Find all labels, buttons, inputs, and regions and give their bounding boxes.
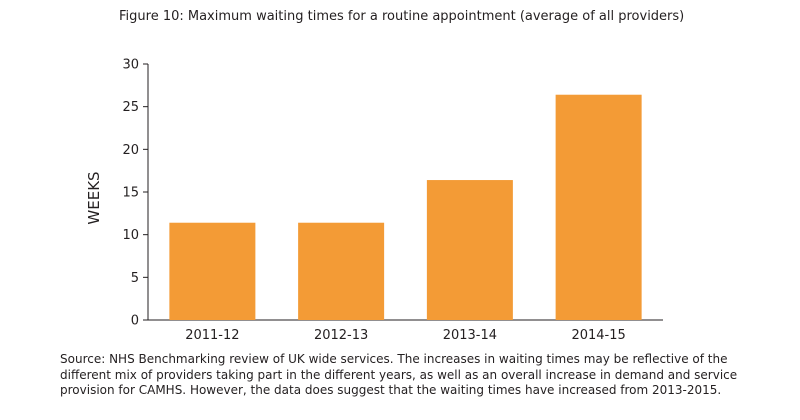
source-note: Source: NHS Benchmarking review of UK wi… (60, 352, 738, 397)
x-tick-label: 2014-15 (571, 328, 625, 343)
bar (555, 94, 642, 320)
y-tick-label: 30 (122, 58, 139, 73)
bar-chart: 0 5 10 15 20 25 30 2011-12 2012-13 2013-14 2014-15… (85, 58, 663, 343)
y-tick-label: 20 (122, 143, 139, 158)
bar (426, 180, 513, 320)
bar (169, 222, 256, 320)
y-tick-label: 10 (122, 228, 139, 243)
x-tick-label: 2011-12 (185, 328, 239, 343)
y-tick-label: 5 (131, 271, 139, 286)
chart-title: Figure 10: Maximum waiting times for a r… (119, 9, 685, 24)
x-tick-label: 2012-13 (314, 328, 368, 343)
y-tick-label: 15 (122, 186, 139, 201)
x-tick-label: 2013-14 (443, 328, 497, 343)
y-axis-label: WEEKS (85, 171, 103, 224)
y-tick-label: 25 (122, 100, 139, 115)
y-tick-label: 0 (131, 314, 139, 329)
bar (298, 222, 385, 320)
